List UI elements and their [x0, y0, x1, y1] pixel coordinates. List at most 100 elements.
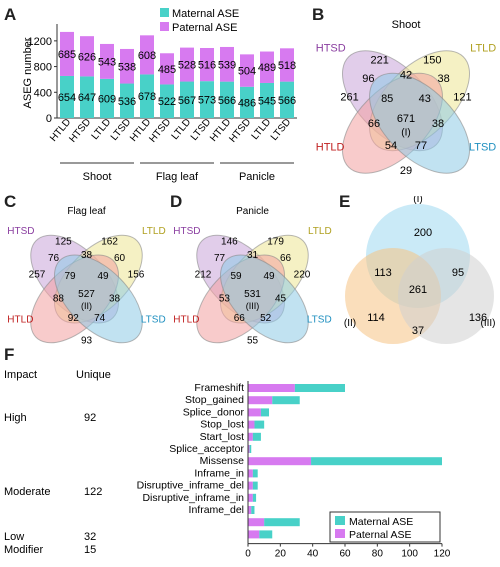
group-label: Flag leaf [156, 171, 199, 183]
set-label-ltsd: LTSD [469, 142, 496, 154]
venn-count-hs_hl_ll: 85 [381, 93, 393, 105]
bar-maternal [220, 81, 234, 118]
venn-count-hl_ll_ls: 38 [109, 294, 121, 305]
bar-paternal [248, 457, 312, 466]
ellipse-ltsd [369, 72, 471, 174]
venn-count-hs_hl: 77 [214, 253, 226, 264]
set-label-ltld: LTLD [308, 226, 332, 237]
set-label-htsd: HTSD [7, 226, 34, 237]
venn-count-hs_ll_ls: 49 [263, 271, 275, 282]
venn-count-ll_ls: 38 [437, 73, 449, 85]
x-tick-label: HTSD [227, 117, 253, 145]
bar-label-paternal: 543 [98, 56, 116, 68]
bar-maternal [254, 420, 265, 429]
variant-label: Start_lost [200, 431, 244, 443]
set-label-ltsd: LTSD [141, 315, 166, 326]
bar-paternal [248, 445, 250, 453]
venn-marker: (II) [81, 301, 92, 311]
group-label: Shoot [83, 171, 112, 183]
x-tick-label: LTLD [90, 117, 114, 142]
venn-count-hl_ls_hs: 66 [368, 118, 380, 130]
set-label-ltld: LTLD [142, 226, 166, 237]
impact-label: Low [4, 531, 24, 543]
venn-panicle: Panicle HTSD LTLD HTLD LTSD 146 179 212 220 31 77 6… [173, 206, 332, 347]
bar-paternal [140, 35, 154, 75]
unique-count: 92 [84, 412, 96, 424]
set-label-htsd: HTSD [316, 43, 346, 55]
bar-label-maternal: 486 [238, 97, 256, 109]
bar-label-paternal: 489 [258, 62, 276, 74]
venn-count-hl_ls: 29 [400, 165, 412, 177]
venn-count-ll_ls: 66 [280, 253, 292, 264]
x-tick-label: HTSD [67, 117, 93, 145]
bar-label-maternal: 678 [138, 91, 156, 103]
x-tick-label: 40 [307, 549, 319, 560]
venn-count-hs_ll_ls: 43 [419, 93, 431, 105]
venn-title: Panicle [236, 206, 269, 217]
venn-count-hl_ls: 93 [81, 336, 93, 347]
x-tick-label: 20 [275, 549, 287, 560]
unique-count: 32 [84, 531, 96, 543]
venn-count-htld: 212 [195, 270, 212, 281]
venn-count-ltsd: 121 [453, 91, 471, 103]
bar-label-paternal: 504 [238, 66, 256, 78]
venn-three-way-overlap: (I) (II) (III) 200 114 136 113 95 37 261 [344, 196, 496, 344]
variant-label: Inframe_del [189, 504, 244, 516]
venn3-count-iii: 136 [469, 312, 487, 324]
venn-count-htsd: 146 [221, 237, 238, 248]
bar-label-maternal: 647 [78, 92, 96, 104]
ellipse-ltsd [220, 254, 309, 344]
x-tick-label: 80 [372, 549, 384, 560]
venn-marker: (I) [401, 128, 410, 139]
bar-maternal [140, 74, 154, 118]
bar-label-paternal: 485 [158, 64, 176, 76]
venn-count-ltld: 162 [101, 237, 118, 248]
bar-paternal [60, 31, 74, 76]
x-tick-label: HTSD [147, 117, 173, 145]
variant-label: Splice_donor [183, 406, 245, 418]
panel-label-c: C [4, 192, 17, 211]
venn3-count-all: 261 [409, 284, 427, 296]
venn-count-hl_ls: 55 [247, 336, 259, 347]
bar-label-maternal: 566 [278, 95, 296, 107]
set-label-i: (I) [413, 196, 422, 205]
bar-maternal [264, 518, 300, 527]
impact-label: Moderate [4, 486, 50, 498]
legend-box [329, 511, 441, 543]
venn-count-all: 531 [244, 289, 261, 300]
bar-maternal [80, 76, 94, 118]
group-label: Panicle [239, 171, 275, 183]
col-header-impact: Impact [4, 369, 37, 381]
bar-paternal [248, 384, 295, 392]
y-tick-label: 1200 [28, 36, 52, 48]
bar-maternal [200, 81, 214, 118]
venn-shoot: Shoot HTSD LTLD HTLD LTSD 221 150 261 121 42 96 38 2… [316, 19, 497, 177]
venn-count-hs_ll: 38 [81, 250, 93, 261]
x-tick-label: 100 [401, 549, 418, 560]
bar-maternal [260, 82, 274, 118]
variant-label: Inframe_in [194, 467, 244, 479]
panel-label-b: B [312, 5, 325, 24]
venn3-count-i-ii: 113 [374, 267, 392, 279]
col-header-unique: Unique [76, 369, 111, 381]
venn-count-hs_hl_ll: 59 [230, 271, 242, 282]
legend-swatch-paternal [335, 529, 345, 538]
venn-title: Shoot [392, 19, 421, 31]
legend-label-maternal: Maternal ASE [349, 516, 413, 528]
bar-paternal [200, 47, 214, 82]
bar-label-maternal: 545 [258, 95, 276, 107]
bar-maternal [240, 86, 254, 118]
bar-maternal [294, 384, 345, 392]
y-tick-label: 0 [46, 113, 52, 125]
bar-paternal [248, 469, 253, 478]
ellipse-ltsd [54, 254, 143, 344]
venn-count-hs_ls: 74 [94, 313, 106, 324]
venn-count-htsd: 125 [55, 237, 72, 248]
venn-count-hs_hl: 76 [48, 253, 60, 264]
bar-label-maternal: 536 [118, 96, 136, 108]
impact-label: Modifier [4, 544, 43, 556]
venn-count-hl_ls_hs: 88 [53, 294, 65, 305]
venn-count-hl_ll: 92 [68, 313, 80, 324]
venn-count-htld: 261 [340, 91, 358, 103]
